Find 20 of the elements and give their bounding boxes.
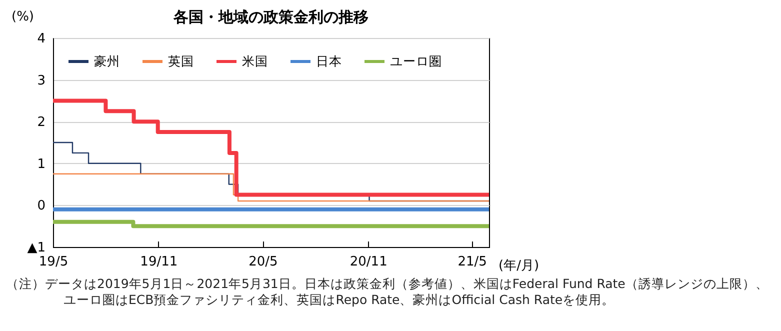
y-tick-label: 2	[37, 115, 46, 130]
x-axis-title: (年/月)	[498, 258, 540, 274]
legend-label: 英国	[168, 54, 194, 68]
text: （注）データは2019年5月1日～2021年5月31日。日本は政策金利（参考値）、米国はFederal Fund Rate（誘導レンジの上限）、ユーロ圏はECB預金ファシリティ金利、英国はRepo Rate、豪州はOfficial Cash Rateを使用。	[6, 276, 770, 308]
legend-label: 米国	[242, 54, 268, 68]
y-tick-label: 0	[37, 198, 46, 214]
y-tick-label: ▲1	[27, 240, 46, 256]
x-tick-label: 20/5	[248, 254, 278, 270]
y-tick-label: 3	[37, 73, 46, 88]
legend-label: ユーロ圏	[390, 54, 442, 68]
x-tick-label: 20/11	[350, 254, 388, 270]
x-tick-label: 21/5	[458, 254, 487, 270]
x-tick-label: 19/5	[38, 254, 68, 270]
y-axis-title: (%)	[12, 10, 34, 24]
legend-label: 日本	[316, 54, 342, 68]
x-tick-label: 19/11	[140, 254, 178, 270]
y-tick-label: 1	[37, 156, 46, 172]
chart-title: 各国・地域の政策金利の推移	[172, 8, 370, 27]
y-tick-label: 4	[37, 32, 46, 46]
legend-label: 豪州	[94, 54, 120, 68]
